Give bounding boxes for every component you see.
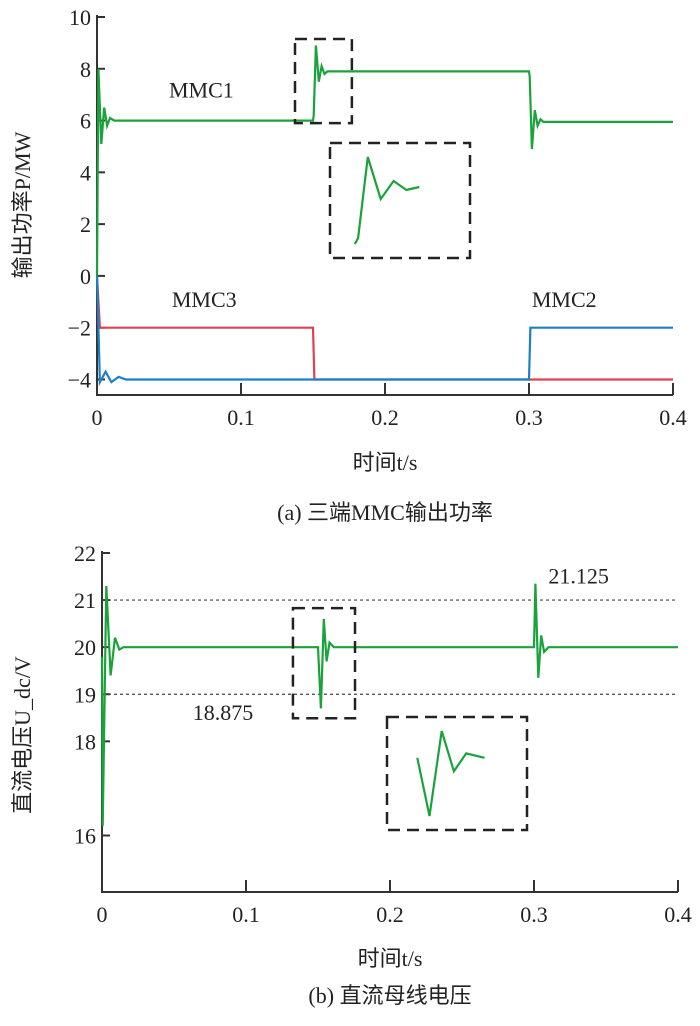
inset-curve (416, 730, 485, 817)
y-tick-label: 19 (74, 682, 96, 707)
inset-curve (353, 156, 420, 245)
x-axis-label: 时间t/s (353, 450, 418, 475)
y-tick-label: 8 (80, 57, 91, 82)
inset-box (385, 715, 529, 832)
annotation: 18.875 (193, 700, 254, 725)
series-MMC1 (95, 45, 673, 276)
series-MMC2 (95, 275, 673, 387)
x-tick-label: 0.3 (515, 405, 543, 430)
x-tick-label: 0.4 (659, 405, 687, 430)
x-tick-label: 0.1 (232, 902, 260, 927)
caption: (b) 直流母线电压 (308, 983, 471, 1008)
zoom-box (291, 606, 357, 720)
y-tick-label: 22 (74, 541, 96, 566)
y-tick-label: 20 (74, 635, 96, 660)
y-tick-label: −2 (68, 316, 91, 341)
annotation: 21.125 (548, 564, 609, 589)
caption: (a) 三端MMC输出功率 (277, 500, 493, 525)
y-axis-label: 直流电压U_dc/V (10, 656, 35, 814)
x-tick-label: 0.4 (664, 902, 692, 927)
y-tick-label: 2 (80, 212, 91, 237)
y-tick-label: 21 (74, 588, 96, 613)
y-axis-label: 输出功率P/MW (10, 131, 35, 278)
x-tick-label: 0 (92, 405, 103, 430)
zoom-box (293, 37, 354, 125)
inset-box (328, 141, 472, 260)
axes (101, 551, 678, 893)
x-tick-label: 0.2 (376, 902, 404, 927)
y-tick-label: 0 (80, 264, 91, 289)
annotation: MMC3 (172, 287, 237, 312)
y-tick-label: 16 (74, 824, 96, 849)
x-tick-label: 0.2 (371, 405, 399, 430)
y-tick-label: 4 (80, 160, 91, 185)
x-axis-label: 时间t/s (358, 946, 423, 971)
y-tick-label: 10 (69, 5, 91, 30)
x-tick-label: 0.3 (520, 902, 548, 927)
x-tick-label: 0 (97, 902, 108, 927)
y-tick-label: 6 (80, 109, 91, 134)
series-line-0 (100, 583, 678, 827)
y-tick-label: −4 (68, 367, 91, 392)
annotation: MMC2 (532, 287, 597, 312)
chart-1: 22 21 20 19 18 16 0 0.1 0.2 0.3 0.4 21.125 18.875 时间t… (10, 541, 692, 1008)
annotation: MMC1 (169, 77, 234, 102)
x-tick-label: 0.1 (227, 405, 255, 430)
y-tick-label: 18 (74, 729, 96, 754)
